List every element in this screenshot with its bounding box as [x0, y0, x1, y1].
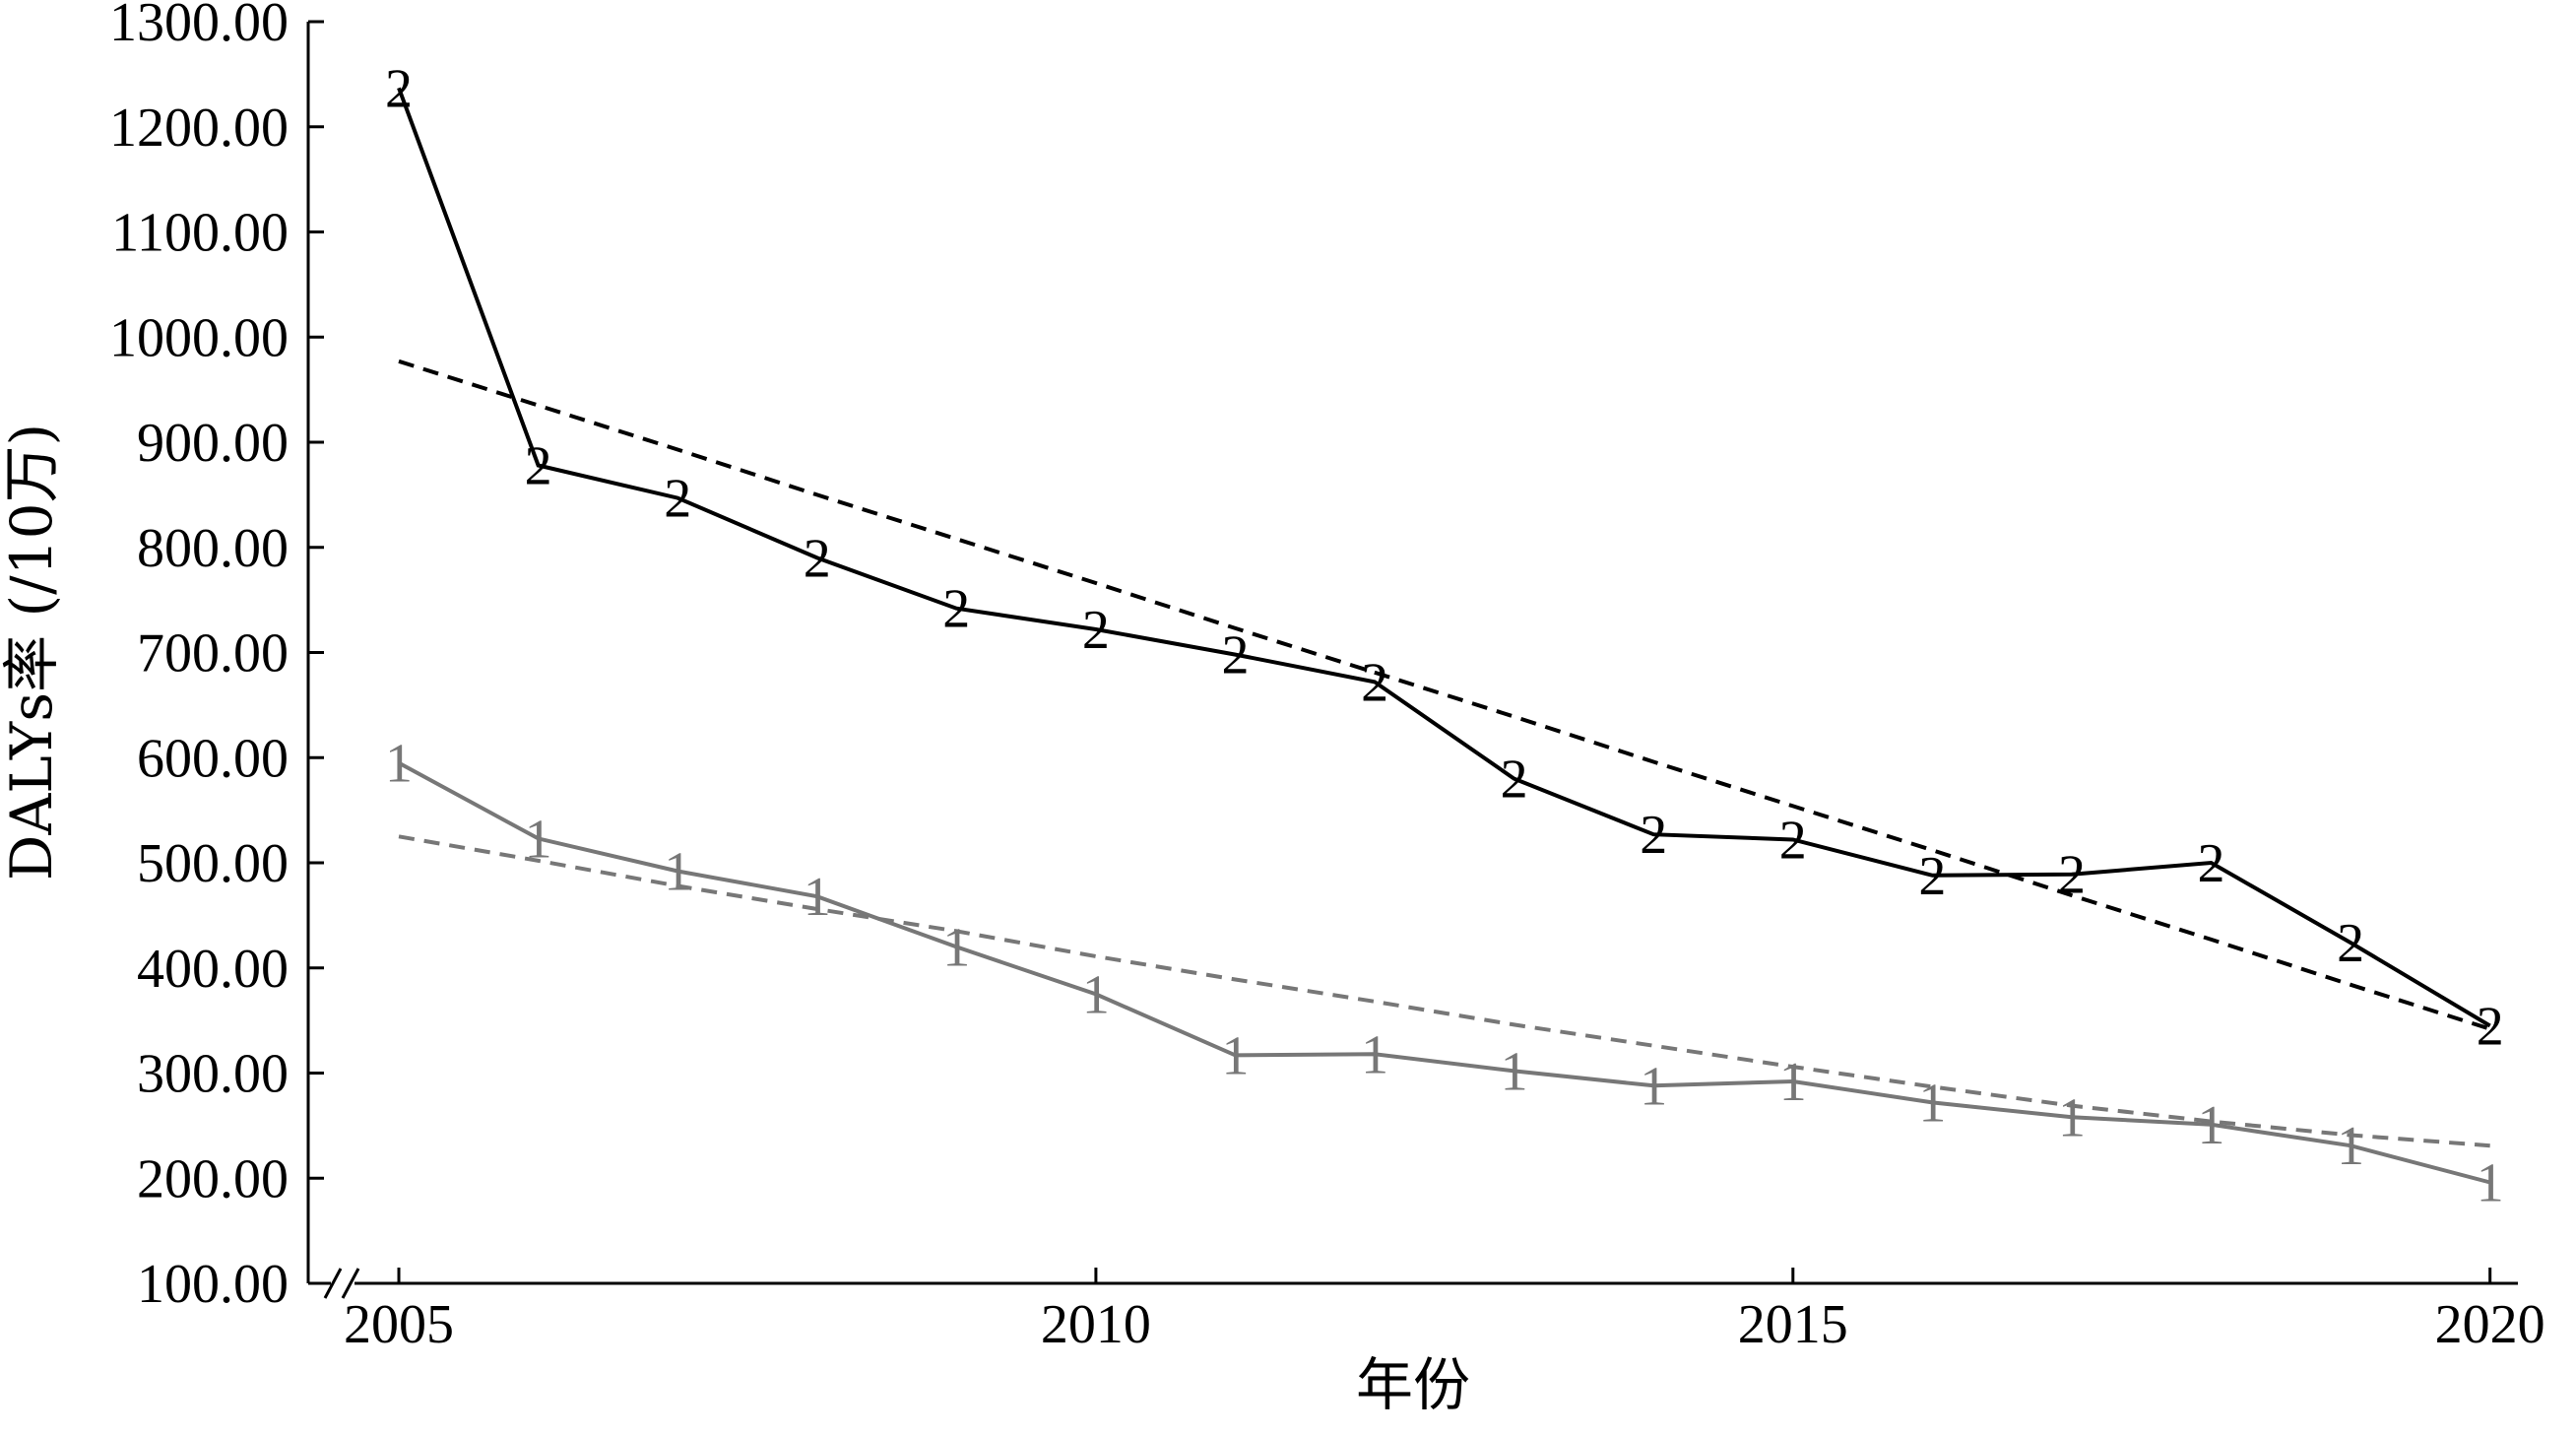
data-point-1: 1 — [1501, 1041, 1528, 1102]
data-point-2: 2 — [942, 579, 970, 640]
y-tick-label: 1000.00 — [109, 307, 289, 368]
data-point-1: 1 — [525, 809, 552, 870]
x-axis-title: 年份 — [1356, 1351, 1470, 1418]
y-tick-label: 700.00 — [137, 623, 289, 685]
series-2: 2 2 2 2 2 2 2 2 2 2 2 2 2 2 2 2 — [385, 58, 2504, 1057]
y-tick-label: 1100.00 — [111, 203, 289, 264]
data-point-1: 1 — [2477, 1153, 2504, 1214]
data-line-1 — [398, 760, 2491, 1185]
data-point-2: 2 — [525, 436, 552, 497]
y-axis-title: DALYs率 (/10万) — [0, 424, 65, 881]
data-point-1: 1 — [1779, 1052, 1807, 1113]
y-tick-label: 400.00 — [137, 939, 289, 1000]
series-1: 1 1 1 1 1 1 1 1 1 1 1 1 1 1 1 1 — [385, 734, 2504, 1214]
trend-line-1 — [398, 834, 2490, 1148]
data-point-2: 2 — [1222, 625, 1250, 686]
y-tick-label: 200.00 — [137, 1148, 289, 1209]
trend-line-2 — [398, 359, 2491, 1031]
axis-break-mark — [323, 1268, 360, 1299]
axes — [306, 22, 2518, 1299]
data-point-1: 1 — [1222, 1025, 1250, 1086]
data-point-2: 2 — [1640, 805, 1667, 866]
data-point-2: 2 — [2337, 913, 2364, 974]
data-point-2: 2 — [1501, 750, 1528, 811]
x-tick-label: 2010 — [1041, 1294, 1151, 1355]
x-tick-label: 2015 — [1738, 1294, 1848, 1355]
y-tick-label: 300.00 — [137, 1044, 289, 1105]
data-point-2: 2 — [1779, 811, 1807, 872]
x-tick-label: 2005 — [344, 1294, 454, 1355]
y-tick-label: 1300.00 — [109, 0, 289, 53]
y-tick-label: 100.00 — [137, 1254, 289, 1315]
series-layer: 2 2 2 2 2 2 2 2 2 2 2 2 2 2 2 2 1 1 1 1 1 1 1 1 1 1 1 1 1 1 1 1 — [385, 58, 2504, 1213]
data-point-1: 1 — [385, 734, 413, 795]
data-point-2: 2 — [1361, 652, 1388, 713]
data-point-1: 1 — [2198, 1095, 2225, 1156]
data-point-1: 1 — [804, 867, 831, 928]
data-line-2 — [397, 87, 2491, 1028]
data-point-1: 1 — [2058, 1087, 2086, 1148]
y-tick-label: 500.00 — [137, 833, 289, 894]
data-point-1: 1 — [1918, 1073, 1946, 1134]
data-point-1: 1 — [2337, 1116, 2364, 1177]
y-tick-label: 600.00 — [137, 728, 289, 789]
data-point-2: 2 — [664, 469, 691, 530]
data-point-1: 1 — [1640, 1056, 1667, 1117]
data-point-2: 2 — [1082, 600, 1110, 661]
data-point-2: 2 — [2477, 997, 2504, 1058]
data-point-2: 2 — [2198, 833, 2225, 894]
y-axis-ticks: 100.00 200.00 300.00 400.00 500.00 600.00 700.… — [109, 0, 324, 1315]
data-point-2: 2 — [385, 58, 413, 119]
data-point-2: 2 — [1918, 846, 1946, 907]
x-tick-label: 2020 — [2435, 1294, 2545, 1355]
y-tick-label: 1200.00 — [109, 98, 289, 159]
data-point-1: 1 — [664, 842, 691, 903]
x-axis-ticks: 2005 2010 2015 2020 — [344, 1268, 2545, 1355]
y-tick-label: 900.00 — [137, 413, 289, 474]
data-point-2: 2 — [2058, 845, 2086, 906]
data-point-1: 1 — [1361, 1024, 1388, 1085]
data-point-1: 1 — [1082, 964, 1110, 1025]
data-point-2: 2 — [804, 528, 831, 589]
y-tick-label: 800.00 — [137, 518, 289, 579]
data-point-1: 1 — [942, 917, 970, 978]
